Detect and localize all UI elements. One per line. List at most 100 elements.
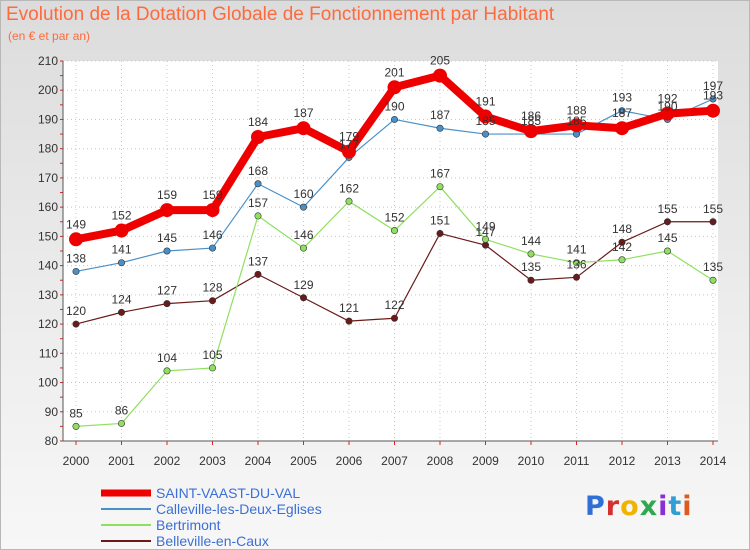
data-point (436, 183, 444, 191)
logo-letter: i (658, 491, 669, 522)
data-point (209, 244, 217, 252)
data-point (709, 95, 717, 103)
legend-swatch (101, 524, 151, 526)
data-point (660, 106, 675, 121)
data-label: 128 (202, 281, 222, 295)
y-tick-label: 80 (45, 434, 59, 448)
data-point (524, 124, 538, 139)
y-tick-label: 120 (38, 317, 58, 331)
data-label: 146 (202, 228, 222, 242)
logo-letter: P (585, 491, 606, 522)
data-point (69, 232, 83, 247)
data-point (478, 109, 493, 124)
logo-letter: t (668, 491, 683, 522)
logo-letter: i (682, 491, 693, 522)
data-label: 179 (339, 130, 359, 144)
data-point (254, 212, 262, 220)
data-label: 201 (384, 65, 404, 79)
x-tick-label: 2001 (108, 454, 135, 468)
data-labels: 120 124 127 128 137 129 121 122 151 147 135 136 148 1… (66, 54, 723, 421)
data-point (436, 124, 444, 132)
x-tick-label: 2006 (336, 454, 363, 468)
data-label: 157 (248, 196, 268, 210)
x-tick-label: 2000 (63, 454, 90, 468)
data-point (481, 241, 489, 249)
y-tick-label: 190 (38, 112, 58, 126)
data-point (209, 297, 217, 305)
x-tick-label: 2008 (427, 454, 454, 468)
data-point (345, 317, 353, 325)
data-point (663, 247, 671, 255)
y-tick-label: 180 (38, 142, 58, 156)
x-tick-label: 2011 (564, 454, 590, 468)
data-label: 124 (111, 292, 131, 306)
y-tick-label: 200 (38, 83, 58, 97)
data-label: 193 (703, 89, 723, 103)
logo-letter: r (605, 491, 621, 522)
data-label: 152 (111, 209, 131, 223)
data-point (618, 256, 626, 264)
data-label: 135 (703, 260, 723, 274)
data-label: 184 (248, 115, 268, 129)
data-point (163, 367, 171, 375)
data-point (72, 267, 80, 275)
data-label: 146 (293, 228, 313, 242)
data-label: 148 (612, 222, 632, 236)
data-label: 192 (657, 92, 677, 106)
data-point (390, 115, 398, 123)
data-point (387, 80, 402, 95)
data-point (118, 419, 126, 427)
data-label: 152 (384, 211, 404, 225)
data-point (390, 314, 398, 322)
data-label: 147 (475, 225, 495, 239)
data-label: 141 (111, 243, 131, 257)
data-label: 190 (384, 99, 404, 113)
data-label: 151 (430, 213, 450, 227)
legend-swatch (101, 489, 151, 497)
data-label: 142 (612, 240, 632, 254)
data-label: 145 (157, 231, 177, 245)
x-tick-label: 2014 (700, 454, 727, 468)
proxiti-logo: Proxiti (585, 491, 693, 522)
data-label: 167 (430, 167, 450, 181)
data-label: 188 (566, 103, 586, 117)
data-point (118, 308, 126, 316)
legend-swatch (101, 540, 151, 542)
data-label: 185 (475, 114, 495, 128)
data-label: 187 (612, 106, 632, 120)
legend-label: Bertrimont (156, 517, 221, 533)
y-tick-label: 90 (45, 405, 59, 419)
x-tick-label: 2004 (245, 454, 272, 468)
chart-title: Evolution de la Dotation Globale de Fonc… (6, 4, 555, 25)
data-point (481, 235, 489, 243)
y-tick-label: 140 (38, 259, 58, 273)
data-label: 162 (339, 181, 359, 195)
data-point (436, 229, 444, 237)
legend-label: SAINT-VAAST-DU-VAL (156, 485, 301, 501)
logo-letter: x (639, 491, 659, 522)
y-tick-label: 130 (38, 288, 58, 302)
data-point (163, 300, 171, 308)
data-point (296, 121, 311, 136)
data-label: 187 (293, 106, 313, 120)
data-label: 168 (248, 164, 268, 178)
data-point (342, 144, 356, 159)
y-tick-label: 160 (38, 200, 58, 214)
data-point (481, 130, 489, 138)
data-label: 185 (521, 114, 541, 128)
data-label: 177 (339, 137, 359, 151)
data-label: 104 (157, 351, 177, 365)
data-point (118, 259, 126, 267)
data-label: 145 (657, 231, 677, 245)
data-point (160, 203, 174, 218)
y-tick-label: 100 (38, 376, 58, 390)
data-point (615, 121, 629, 136)
data-point (527, 276, 535, 284)
data-point (299, 244, 307, 252)
data-label: 85 (69, 406, 83, 420)
data-label: 144 (521, 234, 541, 248)
data-label: 187 (430, 108, 450, 122)
data-label: 185 (566, 114, 586, 128)
y-tick-label: 210 (38, 54, 58, 68)
data-point (209, 364, 217, 372)
